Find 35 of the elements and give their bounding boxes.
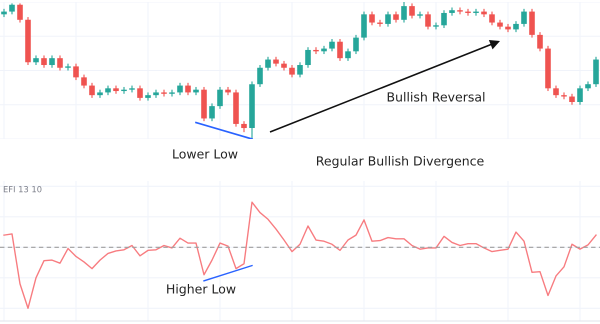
candlestick	[169, 89, 175, 98]
candlestick	[209, 102, 215, 122]
candlestick	[353, 34, 359, 55]
candlestick	[337, 38, 343, 62]
candlestick	[121, 86, 127, 94]
candlestick	[313, 46, 319, 55]
candlestick	[41, 54, 47, 68]
candlestick	[49, 54, 55, 68]
candlestick	[249, 80, 255, 140]
candlestick	[161, 89, 167, 98]
candlestick	[329, 38, 335, 52]
candlestick	[281, 60, 287, 72]
candlestick	[401, 1, 407, 24]
candlestick	[529, 8, 535, 38]
annotation: Bullish Reversal	[388, 92, 484, 102]
candlestick	[217, 86, 223, 110]
candlestick	[545, 45, 551, 92]
candlestick	[441, 10, 447, 29]
candlestick	[177, 82, 183, 96]
candlestick	[57, 54, 63, 72]
candlestick	[457, 6, 463, 15]
candlestick	[33, 54, 39, 66]
candlestick	[265, 56, 271, 72]
text: Lower Low	[173, 149, 238, 159]
candlestick	[201, 86, 207, 122]
candlestick	[185, 82, 191, 96]
candlestick	[65, 63, 71, 72]
text: Regular Bullish Divergence	[316, 156, 484, 168]
chart-title: EFI 13 10	[4, 186, 42, 192]
candlestick	[561, 92, 567, 100]
candlestick	[521, 8, 527, 28]
candlestick	[9, 2, 15, 15]
candlestick	[17, 2, 23, 24]
annotation: Higher Low	[167, 284, 236, 296]
candlestick	[585, 80, 591, 92]
